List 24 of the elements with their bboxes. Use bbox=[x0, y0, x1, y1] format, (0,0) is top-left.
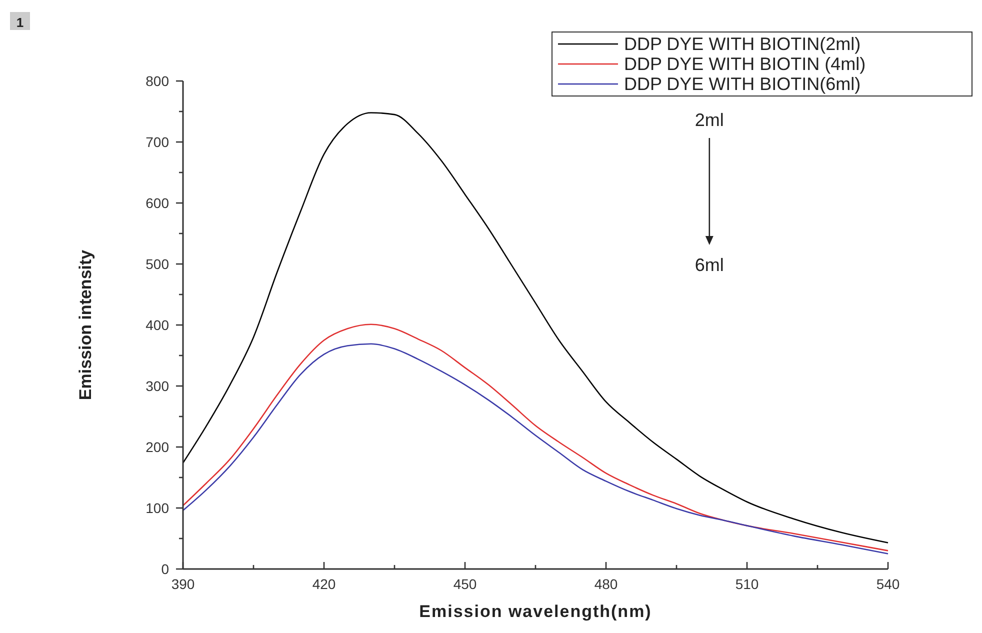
y-tick-label: 800 bbox=[146, 73, 170, 89]
y-tick-label: 100 bbox=[146, 500, 170, 516]
x-tick-label: 450 bbox=[453, 576, 477, 592]
legend-label: DDP DYE WITH BIOTIN (4ml) bbox=[624, 54, 866, 74]
y-tick-label: 400 bbox=[146, 317, 170, 333]
y-tick-label: 300 bbox=[146, 378, 170, 394]
annotation: 2ml bbox=[694, 110, 724, 130]
annotation: 6ml bbox=[694, 255, 724, 275]
legend-label: DDP DYE WITH BIOTIN(6ml) bbox=[624, 74, 861, 94]
x-tick-label: 510 bbox=[735, 576, 759, 592]
y-tick-label: 700 bbox=[146, 134, 170, 150]
y-axis-title: Emission intensity bbox=[76, 249, 95, 400]
x-tick-label: 390 bbox=[171, 576, 195, 592]
y-tick-label: 600 bbox=[146, 195, 170, 211]
x-tick-label: 480 bbox=[594, 576, 618, 592]
y-tick-label: 200 bbox=[146, 439, 170, 455]
y-tick-label: 500 bbox=[146, 256, 170, 272]
legend-label: DDP DYE WITH BIOTIN(2ml) bbox=[624, 34, 861, 54]
text: 1 bbox=[16, 15, 24, 30]
line-series bbox=[182, 112, 889, 544]
x-tick-label: 540 bbox=[876, 576, 900, 592]
x-tick-label: 420 bbox=[312, 576, 336, 592]
y-tick-label: 0 bbox=[161, 561, 170, 577]
x-axis-title: Emission wavelength(nm) bbox=[419, 602, 652, 621]
